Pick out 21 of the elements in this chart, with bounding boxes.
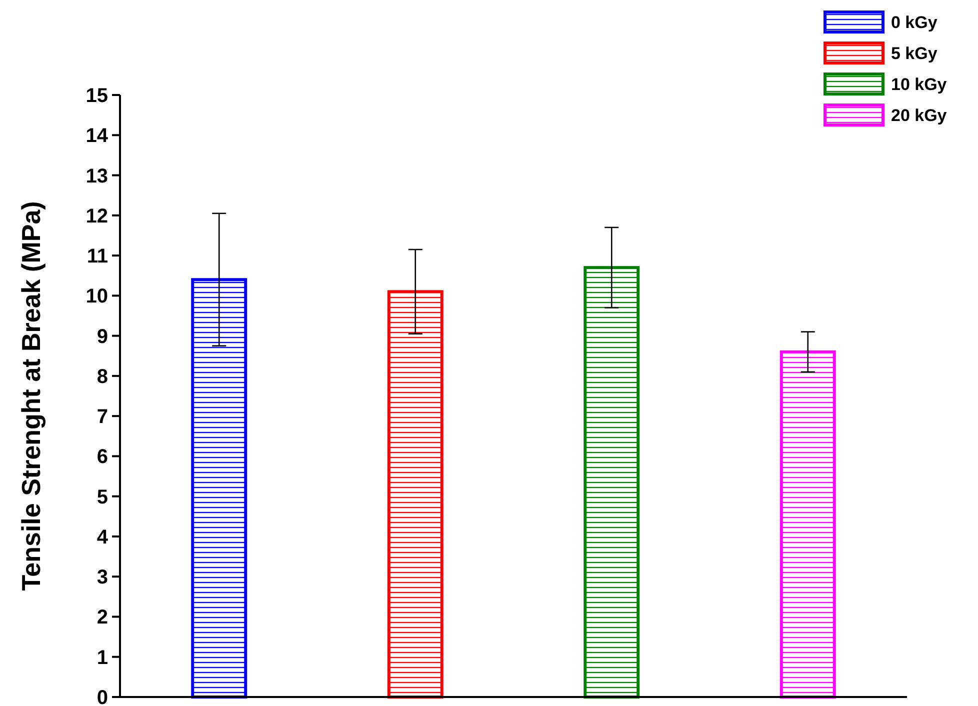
legend-label: 20 kGy [891, 106, 948, 125]
y-tick-label: 3 [96, 566, 108, 589]
legend-label: 10 kGy [891, 75, 948, 94]
y-tick-label: 15 [86, 85, 108, 107]
y-tick-label: 2 [96, 606, 108, 629]
y-tick-label: 8 [96, 366, 108, 388]
y-tick-label: 4 [96, 526, 109, 548]
y-tick-label: 14 [86, 125, 109, 148]
y-tick-label: 10 [86, 286, 108, 308]
y-tick-label: 6 [96, 446, 108, 468]
y-tick-label: 9 [96, 326, 108, 348]
y-axis-title: Tensile Strenght at Break (MPa) [16, 201, 46, 591]
legend-label: 0 kGy [891, 13, 938, 32]
y-tick-label: 5 [96, 486, 108, 508]
y-tick-label: 12 [86, 205, 108, 228]
y-tick-label: 13 [86, 165, 108, 188]
y-tick-label: 11 [86, 246, 108, 268]
legend-label: 5 kGy [891, 44, 938, 63]
y-tick-label: 0 [96, 687, 108, 706]
y-tick-label: 7 [96, 406, 108, 428]
y-tick-label: 1 [96, 646, 108, 669]
